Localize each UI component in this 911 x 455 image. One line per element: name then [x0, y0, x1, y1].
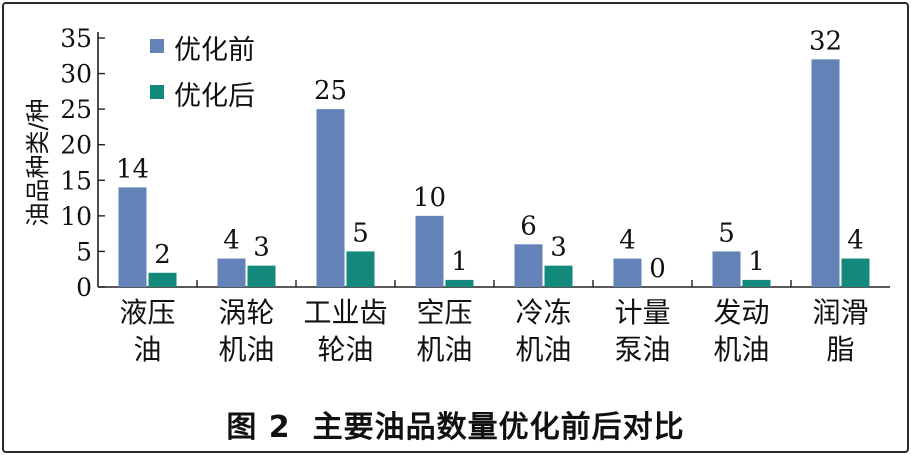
category-label-1-1: 机油 [218, 333, 274, 366]
data-label-after-0: 2 [154, 240, 171, 270]
data-label-before-7: 32 [809, 26, 842, 56]
category-label-7-0: 润滑 [812, 296, 868, 329]
y-tick-label: 35 [60, 24, 92, 53]
legend-swatch-0 [150, 39, 164, 53]
data-label-before-6: 5 [718, 218, 735, 248]
bar-before-1 [217, 258, 246, 287]
data-label-before-2: 25 [314, 76, 347, 106]
y-tick-label: 15 [60, 166, 92, 195]
figure-title: 主要油品数量优化前后对比 [312, 410, 685, 445]
y-tick-label: 25 [60, 95, 92, 124]
category-label-6-1: 机油 [713, 333, 769, 366]
bar-after-2 [346, 251, 375, 287]
bar-after-4 [544, 265, 573, 287]
category-label-3-1: 机油 [416, 333, 472, 366]
y-tick-label: 5 [76, 237, 92, 266]
category-label-4-1: 机油 [515, 333, 571, 366]
category-label-5-0: 计量 [614, 296, 670, 329]
y-tick-label: 30 [60, 60, 92, 89]
data-label-after-7: 4 [847, 226, 864, 256]
bar-after-0 [148, 272, 177, 287]
legend-label-1: 优化后 [174, 81, 255, 112]
category-label-2-1: 轮油 [317, 333, 373, 366]
data-label-before-0: 14 [116, 154, 149, 184]
category-label-1-0: 涡轮 [218, 296, 274, 329]
data-label-after-6: 1 [748, 247, 765, 277]
category-label-0-1: 油 [133, 333, 161, 366]
data-label-after-3: 1 [451, 247, 468, 277]
bar-after-7 [841, 258, 870, 287]
data-label-after-4: 3 [550, 233, 567, 263]
figure-number: 图 2 [226, 410, 291, 445]
bar-after-3 [445, 279, 474, 287]
figure-caption: 图 2 主要油品数量优化前后对比 [0, 402, 911, 446]
legend-swatch-1 [150, 85, 164, 99]
bar-before-3 [415, 215, 444, 287]
bar-before-7 [811, 59, 840, 287]
category-label-0-0: 液压 [119, 296, 175, 329]
y-tick-label: 20 [60, 131, 92, 160]
data-label-before-4: 6 [520, 211, 537, 241]
bar-before-6 [712, 251, 741, 287]
data-label-before-3: 10 [413, 183, 446, 213]
bar-before-4 [514, 244, 543, 287]
data-label-before-1: 4 [223, 226, 240, 256]
bar-before-5 [613, 258, 642, 287]
category-label-5-1: 泵油 [614, 333, 670, 366]
bar-before-2 [316, 109, 345, 288]
data-label-before-5: 4 [619, 226, 636, 256]
y-tick-label: 10 [60, 202, 92, 231]
y-axis-label: 油品种类/种 [24, 98, 52, 226]
bar-after-1 [247, 265, 276, 287]
bar-before-0 [118, 187, 147, 287]
y-tick-label: 0 [76, 273, 92, 302]
category-label-7-1: 脂 [826, 333, 854, 366]
category-label-2-0: 工业齿 [303, 296, 387, 329]
legend-label-0: 优化前 [174, 35, 255, 66]
bar-after-6 [742, 279, 771, 287]
category-label-4-0: 冷冻 [515, 296, 571, 329]
category-label-6-0: 发动 [713, 296, 769, 329]
data-label-after-2: 5 [352, 218, 369, 248]
data-label-after-5: 0 [649, 254, 666, 284]
category-label-3-0: 空压 [416, 296, 472, 329]
data-label-after-1: 3 [253, 233, 270, 263]
